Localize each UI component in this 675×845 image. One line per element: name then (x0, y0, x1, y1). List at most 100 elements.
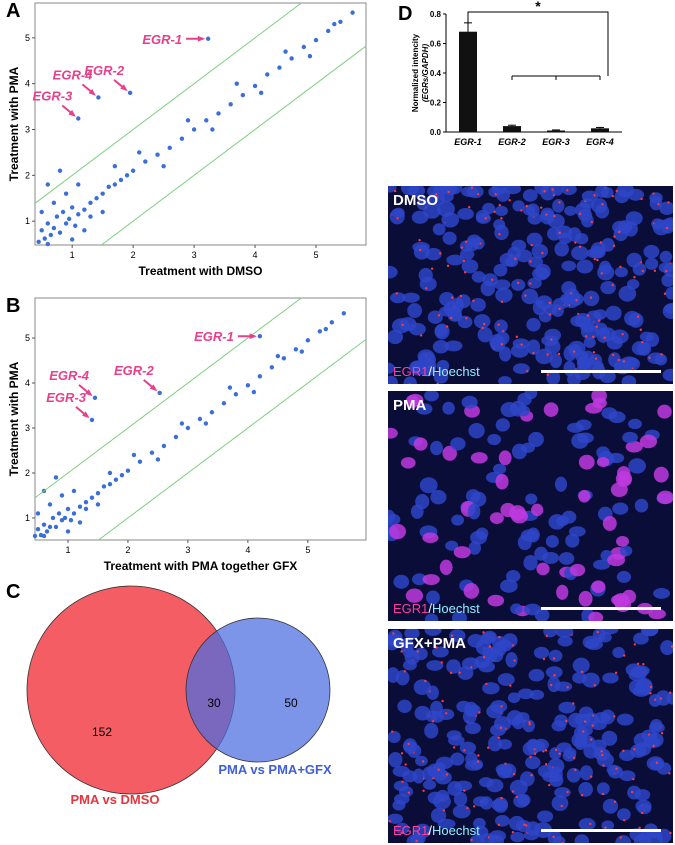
nucleus (476, 213, 491, 224)
egr1-dot (636, 315, 640, 318)
y-tick-label: 0.0 (430, 128, 442, 137)
nucleus (400, 186, 419, 196)
point (88, 200, 93, 206)
nucleus (619, 770, 636, 782)
point (71, 488, 77, 494)
nucleus (500, 502, 516, 518)
nucleus (637, 803, 652, 815)
set-circle (185, 617, 331, 763)
scale-bar (541, 829, 661, 832)
egr1-dot (574, 768, 577, 772)
nucleus (450, 752, 465, 766)
nucleus (588, 611, 604, 621)
point (73, 223, 78, 228)
point (45, 182, 51, 187)
point (323, 326, 329, 332)
nucleus (449, 629, 466, 643)
egr1-dot (449, 671, 453, 675)
egr1-dot (601, 203, 604, 206)
set-label: PMA vs PMA+GFX (218, 762, 332, 777)
stain-separator: / (428, 601, 432, 616)
nucleus (489, 334, 505, 350)
nucleus (551, 795, 569, 812)
point (94, 196, 99, 201)
egr1-dot (533, 752, 537, 755)
nucleus (527, 339, 541, 355)
nucleus (524, 391, 538, 400)
nucleus (492, 463, 507, 475)
nucleus (574, 834, 589, 843)
nucleus (648, 608, 666, 620)
egr1-dot (557, 352, 561, 356)
egr1-dot (543, 190, 546, 193)
nucleus (419, 477, 438, 494)
nucleus (639, 434, 658, 449)
egr1-dot (590, 220, 594, 224)
nucleus (554, 681, 573, 692)
nucleus (600, 709, 615, 725)
egr1-dot (529, 755, 532, 759)
nucleus (412, 573, 427, 586)
y-tick-label: 4 (25, 378, 30, 388)
nucleus (413, 679, 431, 695)
nucleus (442, 445, 457, 461)
egr1-dot (395, 292, 398, 295)
nucleus (542, 551, 560, 564)
point (95, 491, 101, 496)
egr1-dot (589, 775, 593, 778)
nucleus (482, 630, 497, 643)
egr1-dot (487, 746, 490, 749)
nucleus (664, 302, 673, 314)
annotation-label: EGR-1 (142, 32, 182, 47)
egr1-dot (442, 809, 446, 812)
nucleus (456, 294, 471, 309)
egr1-dot (431, 720, 435, 723)
arrow-head (197, 35, 206, 42)
nucleus (415, 493, 430, 510)
nucleus (591, 580, 606, 594)
egr1-dot (595, 325, 598, 328)
point (77, 520, 83, 525)
nucleus (511, 239, 527, 252)
egr1-dot (384, 377, 386, 379)
egr1-dot (445, 325, 449, 328)
egr1-dot (622, 654, 626, 657)
nucleus (600, 187, 614, 199)
nucleus (552, 297, 570, 309)
nucleus (388, 813, 404, 824)
nucleus (512, 200, 525, 212)
nucleus (430, 700, 443, 716)
egr1-dot (548, 783, 551, 787)
nucleus (545, 535, 559, 548)
nucleus (404, 650, 420, 665)
egr1-dot (600, 750, 603, 753)
x-axis-label: Treatment with PMA together GFX (104, 559, 298, 573)
nucleus (648, 722, 665, 733)
nucleus (577, 208, 593, 222)
egr1-dot (580, 670, 584, 673)
nucleus (459, 248, 475, 260)
nucleus (607, 553, 626, 567)
arrow-head (68, 109, 76, 117)
nucleus (517, 688, 534, 700)
egr1-dot (657, 203, 660, 206)
nucleus (468, 541, 482, 555)
point (143, 159, 148, 164)
egr1-dot (578, 245, 582, 248)
nucleus (556, 584, 569, 600)
nucleus (457, 315, 473, 329)
egr1-dot (500, 705, 503, 708)
egr1-dot (462, 259, 466, 263)
point (45, 221, 51, 226)
egr1-dot (504, 762, 507, 766)
nucleus (612, 502, 629, 515)
nucleus (662, 368, 673, 382)
egr1-dot (441, 699, 444, 703)
point (82, 207, 87, 212)
nucleus (659, 201, 673, 215)
nucleus (561, 186, 577, 196)
point (161, 443, 167, 449)
nucleus (505, 651, 518, 668)
egr1-dot (592, 351, 596, 354)
point (41, 522, 47, 527)
